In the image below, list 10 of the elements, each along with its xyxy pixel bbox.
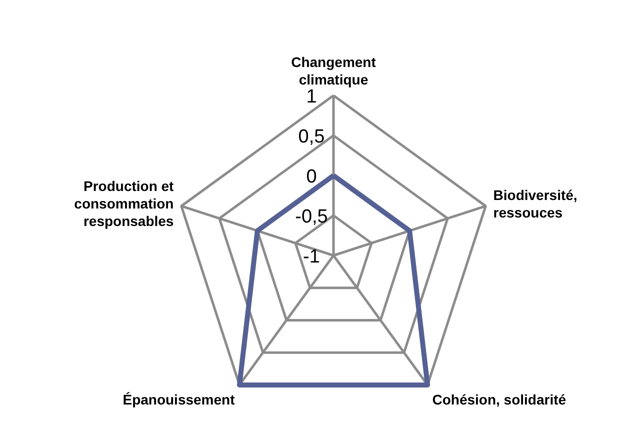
- y-tick-label: -0,5: [295, 206, 328, 228]
- spoke-label: Cohésion, solidarité: [432, 391, 566, 408]
- spoke-label: Changement climatique: [291, 54, 376, 88]
- y-tick-label: 0: [306, 166, 317, 188]
- spoke-label: Biodiversité, ressouces: [493, 186, 578, 220]
- y-tick-label: 0,5: [298, 126, 325, 148]
- spoke-label: Épanouissement: [122, 391, 236, 408]
- y-tick-label: 1: [306, 86, 317, 108]
- spoke-label: Production et consommation responsables: [74, 178, 174, 230]
- y-tick-label: -1: [303, 246, 320, 268]
